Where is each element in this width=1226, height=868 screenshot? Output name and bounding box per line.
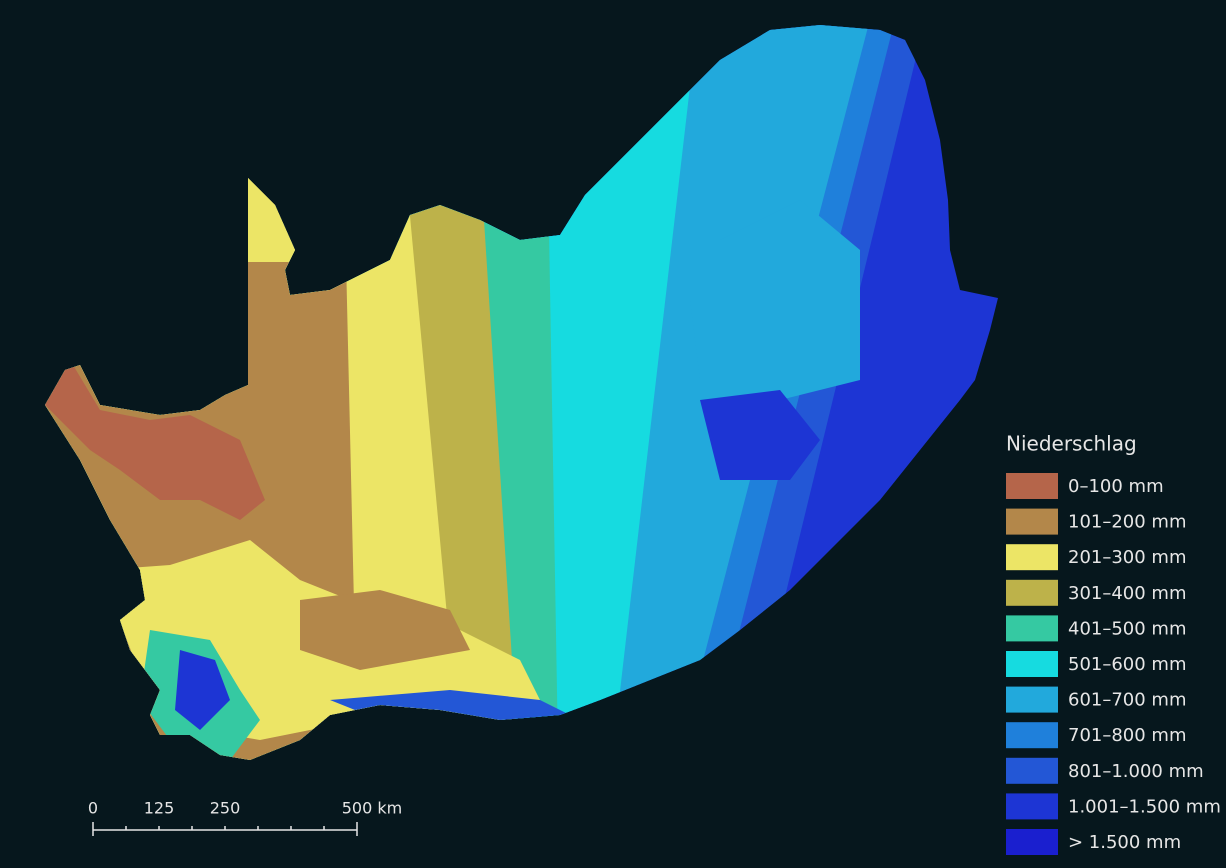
legend-label: 201–300 mm xyxy=(1068,547,1187,568)
scale-bar xyxy=(92,822,358,836)
legend-swatch xyxy=(1006,757,1058,784)
legend-swatch xyxy=(1006,722,1058,749)
legend-label: 601–700 mm xyxy=(1068,690,1187,711)
legend-label: 301–400 mm xyxy=(1068,583,1187,604)
legend-swatch xyxy=(1006,829,1058,855)
scale-label: 500 km xyxy=(342,799,402,818)
legend-swatch xyxy=(1006,615,1058,642)
legend-swatch xyxy=(1006,544,1058,571)
legend-swatch xyxy=(1006,793,1058,820)
legend-label: 101–200 mm xyxy=(1068,512,1187,533)
scale-label: 125 xyxy=(144,799,175,818)
scale-label: 250 xyxy=(210,799,241,818)
legend-swatch xyxy=(1006,508,1058,535)
legend-label: 401–500 mm xyxy=(1068,618,1187,639)
legend-title: Niederschlag xyxy=(1006,432,1137,456)
legend-label: 1.001–1.500 mm xyxy=(1068,796,1221,817)
legend-swatch xyxy=(1006,579,1058,606)
legend-swatch xyxy=(1006,651,1058,677)
legend-label: 701–800 mm xyxy=(1068,725,1187,746)
legend-swatch xyxy=(1006,686,1058,713)
scale-label: 0 xyxy=(88,799,98,818)
legend-label: 0–100 mm xyxy=(1068,476,1164,497)
legend-swatch xyxy=(1006,473,1058,499)
legend-label: 801–1.000 mm xyxy=(1068,761,1204,782)
legend-label: > 1.500 mm xyxy=(1068,832,1181,853)
legend-label: 501–600 mm xyxy=(1068,654,1187,675)
